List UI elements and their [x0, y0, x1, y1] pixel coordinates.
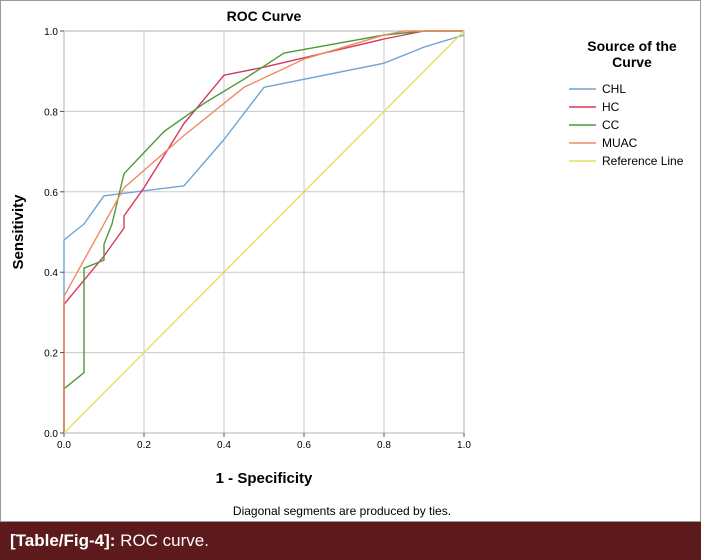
- x-tick-label-5: 1.0: [457, 440, 471, 451]
- y-tick-label-3: 0.6: [44, 188, 58, 199]
- x-axis-title: 1 - Specificity: [216, 470, 313, 487]
- chart-frame: ROC Curve 0.0 0.2 0.4 0.6 0.8 1.0 0.0 0.2 0.4 0.6…: [0, 0, 701, 522]
- tick-layer: 0.0 0.2 0.4 0.6 0.8 1.0 0.0 0.2 0.4 0.6 0.8 1.0: [44, 27, 471, 451]
- y-tick-label-1: 0.2: [44, 349, 58, 360]
- x-tick-label-3: 0.6: [297, 440, 311, 451]
- y-tick-label-2: 0.4: [44, 268, 58, 279]
- series-line-reference-line: [63, 30, 465, 434]
- legend-label-muac: MUAC: [602, 136, 638, 150]
- legend: Source of the Curve CHL HC CC MUAC Reference L…: [569, 38, 684, 168]
- y-tick-label-5: 1.0: [44, 27, 58, 38]
- legend-label-reference-line: Reference Line: [602, 154, 684, 168]
- legend-label-chl: CHL: [602, 82, 626, 96]
- legend-label-hc: HC: [602, 100, 620, 114]
- series-layer: [63, 30, 465, 434]
- legend-label-cc: CC: [602, 118, 620, 132]
- x-tick-label-1: 0.2: [137, 440, 151, 451]
- x-tick-label-2: 0.4: [217, 440, 231, 451]
- series-line-cc: [63, 30, 464, 433]
- series-line-chl: [63, 34, 465, 433]
- figure-caption: [Table/Fig-4]: ROC curve.: [0, 522, 701, 560]
- series-line-muac: [63, 30, 464, 433]
- chart-title: ROC Curve: [227, 8, 302, 24]
- x-tick-label-0: 0.0: [57, 440, 71, 451]
- series-line-hc: [63, 30, 464, 433]
- footnote: Diagonal segments are produced by ties.: [233, 504, 451, 518]
- roc-chart: ROC Curve 0.0 0.2 0.4 0.6 0.8 1.0 0.0 0.2 0.4 0.6…: [10, 8, 684, 518]
- plot-border: [63, 30, 465, 434]
- legend-title: Source of the Curve: [587, 38, 677, 70]
- y-axis-title: Sensitivity: [10, 194, 27, 270]
- caption-text: ROC curve.: [115, 531, 209, 550]
- x-tick-label-4: 0.8: [377, 440, 391, 451]
- y-tick-label-4: 0.8: [44, 107, 58, 118]
- y-tick-label-0: 0.0: [44, 429, 58, 440]
- caption-label: [Table/Fig-4]:: [10, 531, 116, 550]
